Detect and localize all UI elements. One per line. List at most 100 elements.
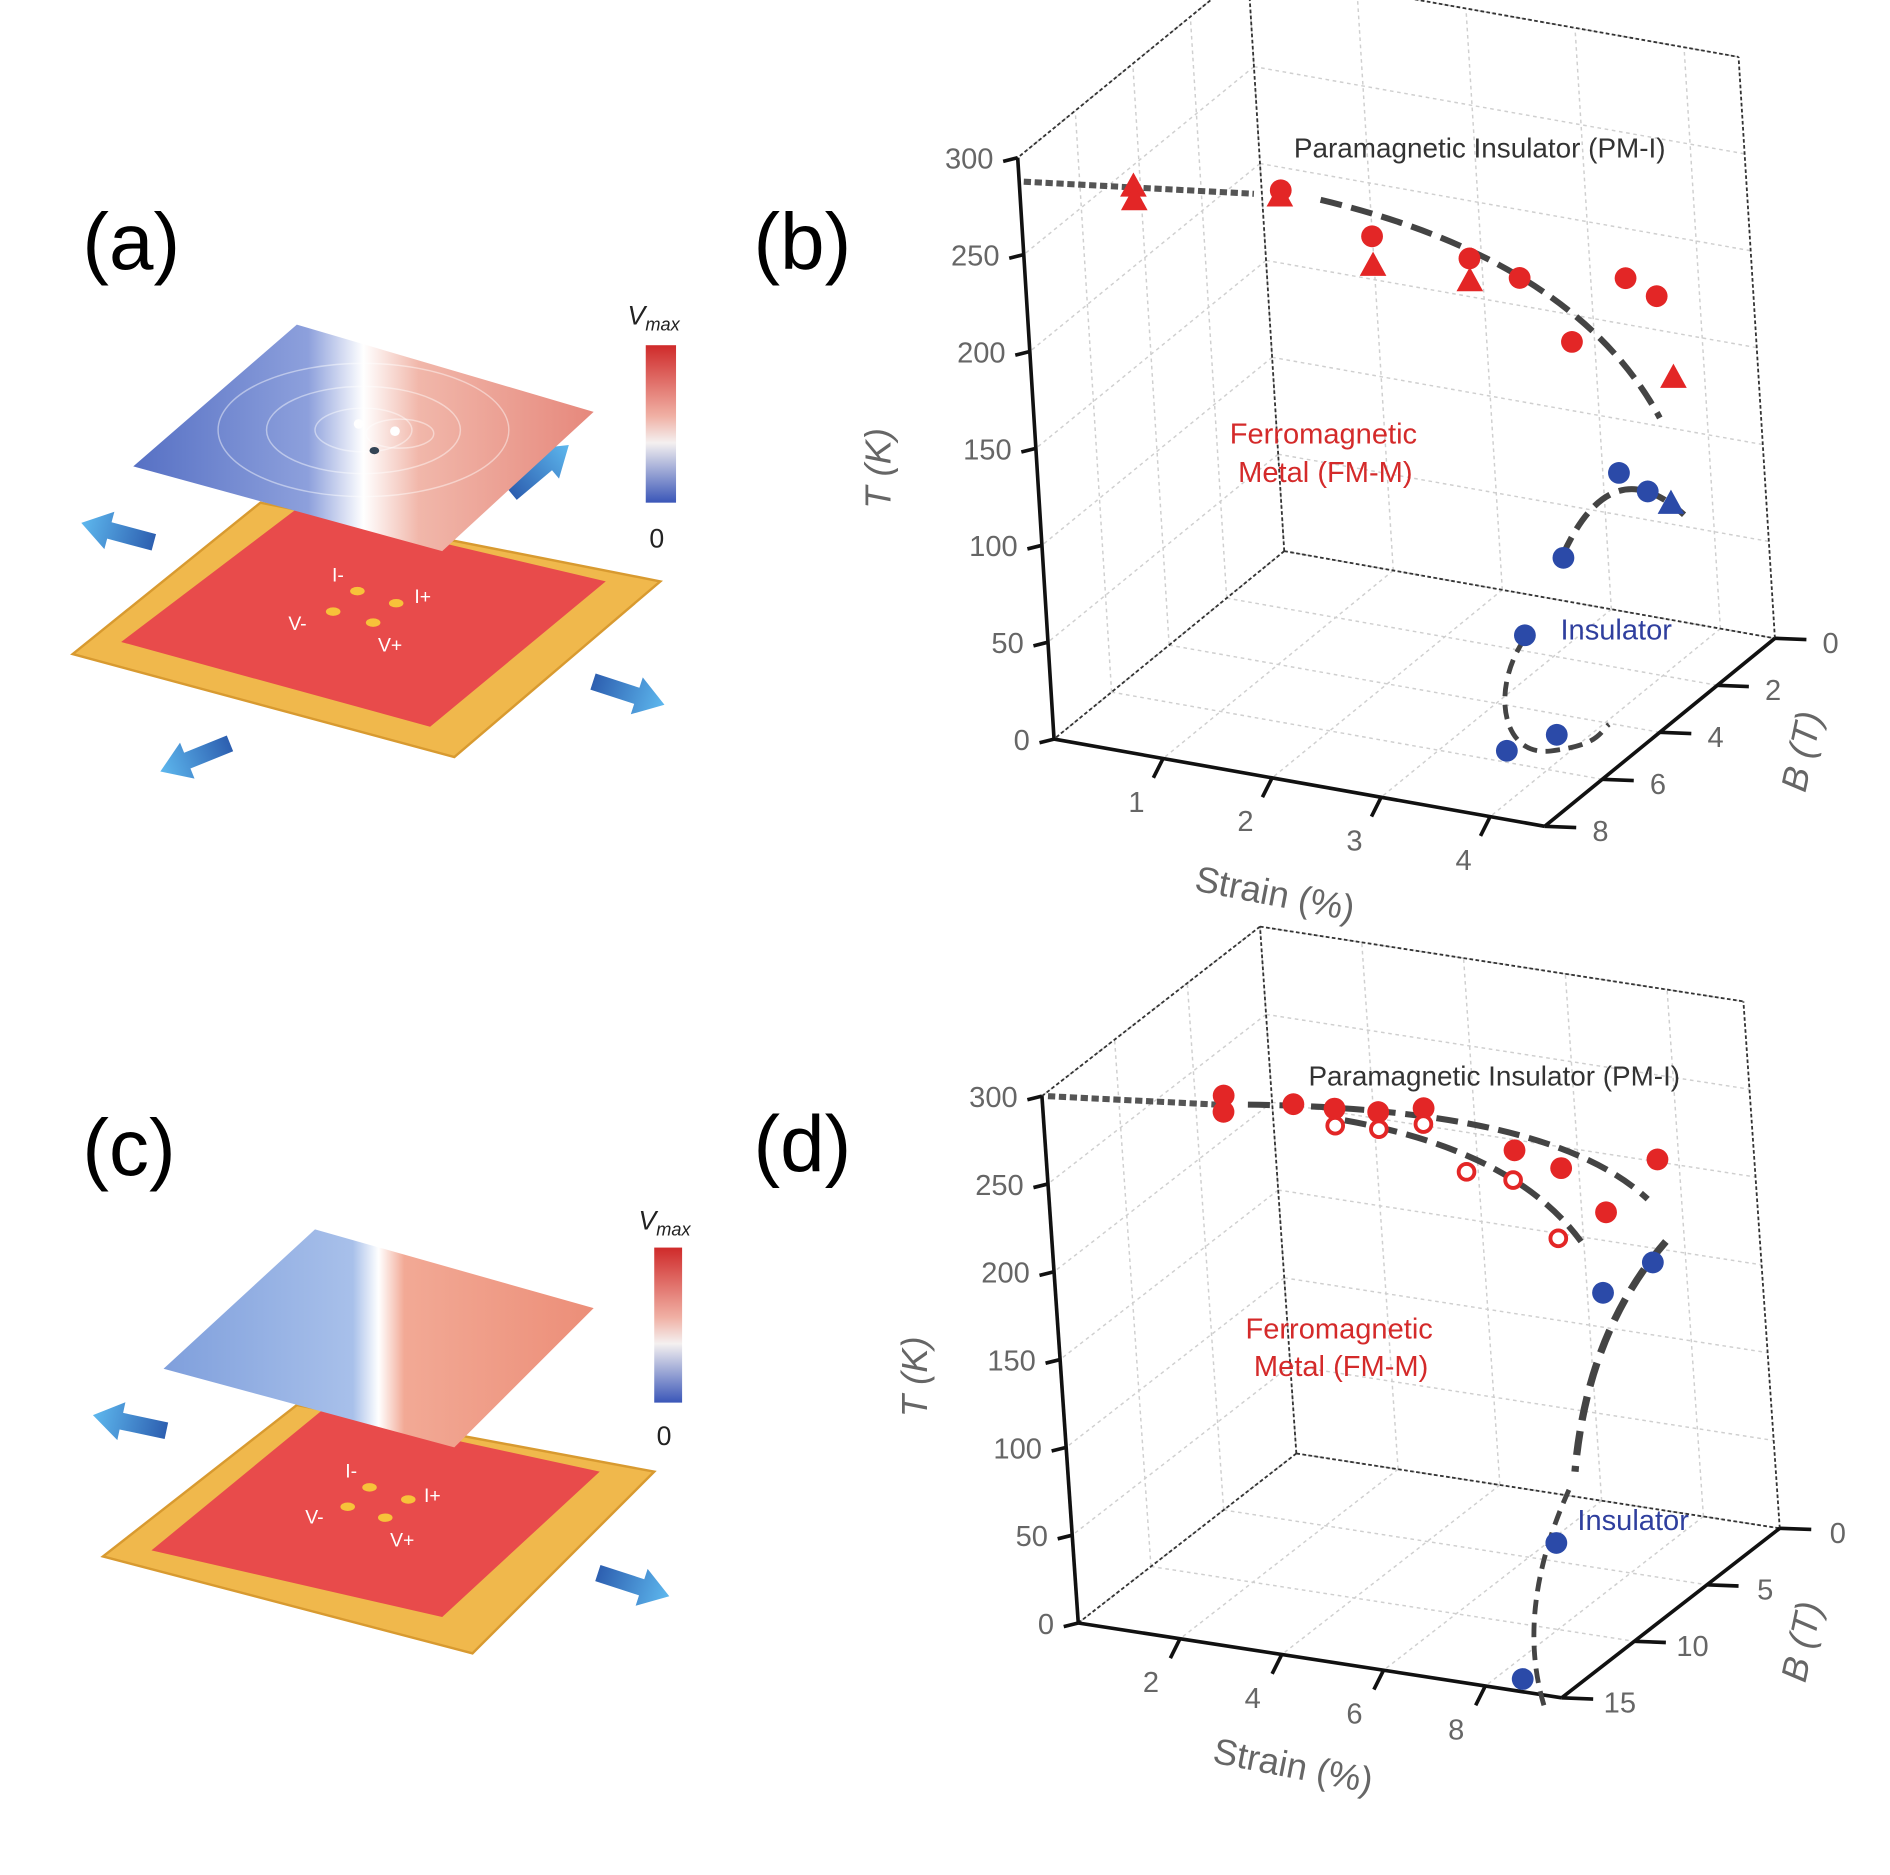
data-point-triangle xyxy=(1657,489,1685,514)
data-point-circle xyxy=(1212,1084,1235,1107)
y-axis-tick-label: 5 xyxy=(1757,1574,1773,1606)
y-axis-tick-label: 2 xyxy=(1765,675,1781,707)
electrode-dot xyxy=(340,1502,355,1512)
grid-line xyxy=(1059,1189,1279,1361)
region-label-insulator: Insulator xyxy=(1577,1505,1689,1537)
grid-line xyxy=(1259,162,1751,252)
grid-line xyxy=(1189,16,1228,599)
colorbar xyxy=(645,345,677,503)
y-axis-tick xyxy=(1561,1695,1594,1701)
y-axis-tick xyxy=(1634,1639,1666,1645)
data-point-circle xyxy=(1641,1251,1664,1274)
data-point-circle xyxy=(1545,1532,1568,1554)
y-axis-tick-label: 0 xyxy=(1823,628,1839,660)
y-axis-tick xyxy=(1779,1526,1812,1532)
grid-line xyxy=(1023,66,1255,256)
z-axis-tick-label: 50 xyxy=(991,628,1023,660)
electrode-label: I+ xyxy=(424,1485,441,1507)
x-axis-tick xyxy=(1372,1669,1386,1691)
data-point-circle xyxy=(1636,480,1659,503)
z-axis-tick-label: 200 xyxy=(981,1258,1030,1290)
potential-map xyxy=(163,1229,594,1448)
box-edge xyxy=(1259,925,1744,1003)
data-point-open-circle xyxy=(1548,1228,1569,1249)
data-point-triangle xyxy=(1456,266,1484,292)
z-axis-tick-label: 250 xyxy=(975,1170,1024,1202)
x-axis-tick xyxy=(1270,1653,1284,1675)
colorbar-min-label: 0 xyxy=(657,1421,672,1451)
grid-line xyxy=(1132,63,1170,646)
y-axis xyxy=(1560,1526,1781,1700)
data-point-open-circle xyxy=(1413,1114,1434,1134)
x-axis-tick-label: 4 xyxy=(1455,845,1471,877)
grid-line xyxy=(1071,1365,1291,1536)
strain-arrow-icon xyxy=(587,663,671,724)
electrodes: I- I+ V- V+ xyxy=(288,564,431,656)
panel-label-d: (d) xyxy=(754,1099,852,1188)
grid-line xyxy=(1666,989,1705,1517)
y-axis-tick xyxy=(1659,730,1692,736)
equipotential-lines xyxy=(217,362,510,498)
colorbar-min-label: 0 xyxy=(649,523,664,553)
grid-line xyxy=(1169,644,1660,734)
z-axis-tick-label: 150 xyxy=(963,434,1012,466)
data-point-circle xyxy=(1552,546,1575,569)
y-axis-tick-label: 6 xyxy=(1650,769,1666,801)
panel-d-chart: (d) 0 50 100 150 200 250 300 2 4 6 8 0 5 10 15 Paramag… xyxy=(754,925,1846,1801)
data-point-circle xyxy=(1508,267,1531,289)
current-source-point xyxy=(353,419,364,429)
data-point-triangle xyxy=(1120,186,1148,211)
z-axis-tick-label: 150 xyxy=(987,1345,1036,1377)
z-axis-tick xyxy=(1026,543,1043,551)
grid-line xyxy=(1272,1101,1756,1178)
x-axis-tick xyxy=(1168,1637,1182,1659)
z-axis-tick-label: 100 xyxy=(969,531,1018,563)
electrode-label: V- xyxy=(288,613,306,635)
data-point-circle xyxy=(1592,1281,1614,1304)
data-point-triangle xyxy=(1660,363,1687,388)
grid-line xyxy=(1111,691,1603,781)
region-label-pm-i: Paramagnetic Insulator (PM-I) xyxy=(1308,1060,1680,1091)
electrode-label: V+ xyxy=(378,635,402,657)
strain-arrow-icon xyxy=(591,1554,676,1615)
z-axis-tick xyxy=(1033,640,1049,648)
phase-boundary-line xyxy=(1247,1101,1650,1202)
x-axis-tick-label: 1 xyxy=(1128,787,1144,819)
z-axis-tick xyxy=(1014,349,1031,357)
data-point-triangle xyxy=(1359,251,1387,276)
data-point-triangle xyxy=(1266,182,1294,207)
electrode-label: I- xyxy=(332,564,344,586)
strain-arrow-icon xyxy=(88,1396,171,1450)
z-axis-tick xyxy=(1026,1094,1043,1102)
box-edge xyxy=(1017,0,1213,159)
electrode-dot xyxy=(388,598,404,608)
z-axis-tick xyxy=(1020,446,1037,454)
current-drain-point xyxy=(390,426,400,437)
grid-line xyxy=(1179,1468,1399,1640)
z-axis-tick xyxy=(1063,1621,1079,1629)
panel-label-a: (a) xyxy=(82,197,180,286)
x-axis-tick-label: 8 xyxy=(1448,1714,1464,1746)
phase-boundary-line xyxy=(1571,1239,1669,1472)
data-point-open-circle xyxy=(1369,1119,1389,1139)
panel-label-b: (b) xyxy=(754,197,852,286)
box-edge xyxy=(1259,926,1298,1454)
panel-b-chart: (b) 0 50 100 150 200 250 300 1 2 3 4 0 2 4 6 8 Paramagn… xyxy=(754,0,1839,929)
region-label-fm-m: Ferromagnetic xyxy=(1230,418,1417,450)
x-axis-title: Strain (%) xyxy=(1192,858,1358,929)
grid-line xyxy=(1041,356,1273,546)
grid-line xyxy=(1077,1452,1297,1624)
y-axis-tick xyxy=(1602,777,1634,783)
grid-line xyxy=(1253,65,1745,155)
box-edge xyxy=(1284,550,1776,640)
data-point-circle xyxy=(1212,1100,1235,1123)
x-axis-tick xyxy=(1260,777,1274,799)
data-point-circle xyxy=(1412,1097,1435,1120)
z-axis-tick-label: 200 xyxy=(957,337,1006,369)
z-axis-tick-label: 300 xyxy=(945,144,994,176)
grid-line xyxy=(1383,1500,1603,1671)
box-edge xyxy=(1413,0,1739,58)
x-axis-tick xyxy=(1478,815,1492,837)
electrode-dot xyxy=(362,1483,377,1492)
z-axis-tick xyxy=(1002,155,1019,164)
